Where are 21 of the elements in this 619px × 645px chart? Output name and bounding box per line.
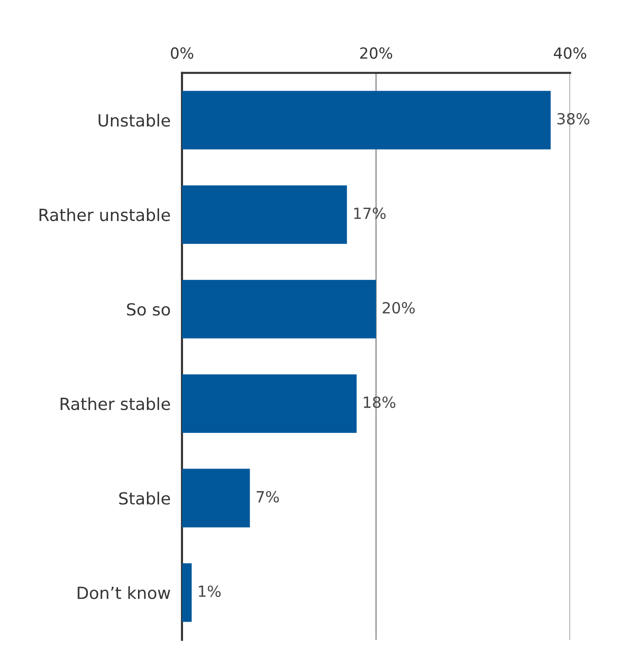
data-label: 38% — [557, 113, 590, 125]
bar — [182, 185, 347, 244]
x-tick-label: 40% — [554, 47, 586, 59]
data-label: 20% — [382, 302, 415, 314]
bar — [182, 468, 250, 528]
y-tick-label: So so — [127, 303, 170, 316]
y-tick-label: Rather stable — [60, 397, 170, 410]
data-label: 7% — [256, 490, 279, 503]
bar — [182, 563, 192, 622]
data-label: 1% — [198, 585, 221, 598]
data-label: 18% — [364, 396, 396, 408]
y-tick-label: Unstable — [98, 114, 170, 127]
x-tick-label: 0% — [170, 47, 194, 59]
x-tick-label: 20% — [360, 47, 392, 59]
y-tick-label: Rather unstable — [40, 208, 170, 222]
bar — [182, 374, 357, 433]
bar — [182, 280, 376, 338]
y-tick-label: Stable — [119, 492, 170, 505]
data-label: 17% — [354, 208, 386, 220]
y-tick-label: Don’t know — [78, 586, 170, 600]
bar — [182, 90, 551, 150]
